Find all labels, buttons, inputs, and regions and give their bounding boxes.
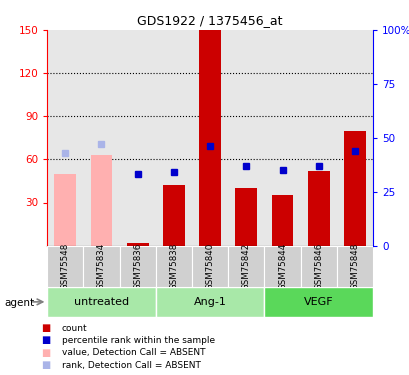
Bar	[264, 30, 300, 246]
Text: percentile rank within the sample: percentile rank within the sample	[61, 336, 214, 345]
Bar	[228, 30, 264, 246]
Text: untreated: untreated	[74, 297, 129, 307]
Bar	[343, 130, 365, 246]
Text: GSM75840: GSM75840	[205, 243, 214, 290]
Bar	[155, 246, 191, 287]
Text: agent: agent	[4, 298, 34, 308]
Bar	[47, 287, 155, 317]
Bar	[191, 246, 228, 287]
Text: value, Detection Call = ABSENT: value, Detection Call = ABSENT	[61, 348, 204, 357]
Bar	[155, 30, 191, 246]
Bar	[336, 246, 372, 287]
Bar	[155, 287, 264, 317]
Text: ■: ■	[41, 323, 50, 333]
Text: GSM75834: GSM75834	[97, 243, 106, 290]
Bar	[300, 246, 336, 287]
Text: ■: ■	[41, 348, 50, 358]
Text: GSM75548: GSM75548	[61, 243, 70, 290]
Bar	[235, 188, 256, 246]
Text: ■: ■	[41, 360, 50, 370]
Text: rank, Detection Call = ABSENT: rank, Detection Call = ABSENT	[61, 361, 200, 370]
Text: GSM75848: GSM75848	[350, 243, 359, 290]
Bar	[47, 246, 83, 287]
Bar	[54, 174, 76, 246]
Bar	[336, 30, 372, 246]
Bar	[47, 30, 83, 246]
Text: Ang-1: Ang-1	[193, 297, 226, 307]
Text: GSM75836: GSM75836	[133, 243, 142, 290]
Bar	[126, 243, 148, 246]
Bar	[228, 246, 264, 287]
Text: VEGF: VEGF	[303, 297, 333, 307]
Bar	[300, 30, 336, 246]
Bar	[119, 30, 155, 246]
Bar	[90, 155, 112, 246]
Bar	[83, 30, 119, 246]
Text: GSM75846: GSM75846	[314, 243, 322, 290]
Bar	[191, 30, 228, 246]
Bar	[264, 287, 372, 317]
Bar	[271, 195, 293, 246]
Title: GDS1922 / 1375456_at: GDS1922 / 1375456_at	[137, 15, 282, 27]
Bar	[199, 30, 220, 246]
Bar	[307, 171, 329, 246]
Bar	[163, 185, 184, 246]
Bar	[83, 246, 119, 287]
Text: ■: ■	[41, 336, 50, 345]
Bar	[264, 246, 300, 287]
Text: count: count	[61, 324, 87, 333]
Text: GSM75844: GSM75844	[277, 243, 286, 290]
Text: GSM75838: GSM75838	[169, 243, 178, 290]
Bar	[119, 246, 155, 287]
Text: GSM75842: GSM75842	[241, 243, 250, 290]
